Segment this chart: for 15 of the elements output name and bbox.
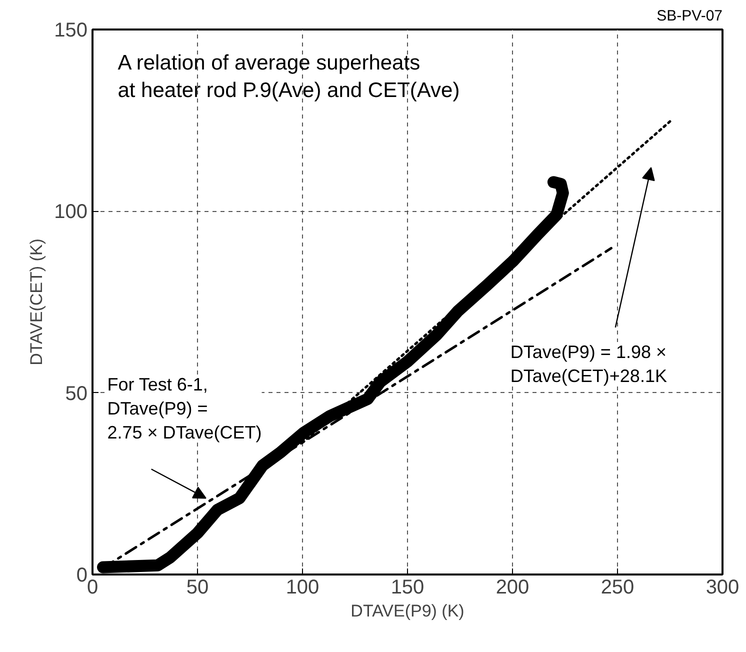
x-tick-label: 300 <box>706 576 740 598</box>
annotation: DTave(P9) = 1.98 × DTave(CET)+28.1K <box>510 342 667 386</box>
y-tick-label: 100 <box>54 201 88 224</box>
x-tick-label: 100 <box>286 576 320 598</box>
x-tick-label: 50 <box>186 576 209 598</box>
x-tick-label: 150 <box>390 576 424 598</box>
y-axis-title: DTAVE(CET) (K) <box>27 238 46 366</box>
annotation: For Test 6-1, DTave(P9) = 2.75 × DTave(CET) <box>107 374 262 443</box>
x-tick-label: 200 <box>496 576 530 598</box>
y-tick-label: 150 <box>54 20 88 42</box>
y-tick-label: 50 <box>65 382 88 405</box>
text: SB-PV-07 <box>656 8 723 24</box>
text: A relation of average superheats at heater rod P.9(Ave) and CET(Ave) <box>118 51 460 102</box>
x-axis-title: DTAVE(P9) (K) <box>350 602 464 620</box>
x-tick-label: 250 <box>600 576 634 598</box>
